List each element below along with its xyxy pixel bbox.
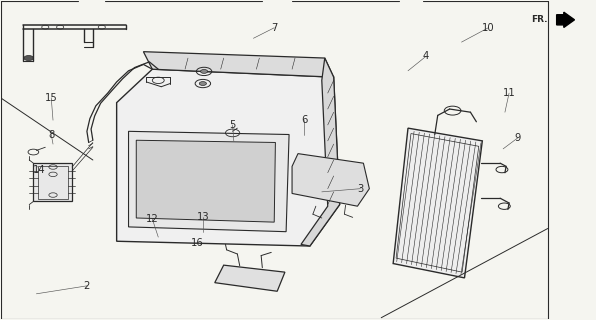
Polygon shape xyxy=(301,58,340,246)
Circle shape xyxy=(199,82,206,85)
Text: 13: 13 xyxy=(197,212,209,222)
Text: 12: 12 xyxy=(146,214,159,224)
Text: 3: 3 xyxy=(358,184,364,194)
Text: 4: 4 xyxy=(423,52,429,61)
Circle shape xyxy=(24,55,33,60)
Polygon shape xyxy=(136,140,275,222)
Polygon shape xyxy=(117,69,340,246)
FancyArrow shape xyxy=(557,12,575,28)
Text: 9: 9 xyxy=(515,133,521,143)
Text: 6: 6 xyxy=(301,115,307,125)
Text: 15: 15 xyxy=(45,93,58,103)
Polygon shape xyxy=(129,131,289,232)
Circle shape xyxy=(200,69,207,73)
Text: 10: 10 xyxy=(482,23,495,33)
Text: 14: 14 xyxy=(33,164,46,174)
Text: 5: 5 xyxy=(229,120,236,130)
Text: 16: 16 xyxy=(191,238,203,248)
Text: 7: 7 xyxy=(271,23,277,33)
Text: 8: 8 xyxy=(48,130,54,140)
Polygon shape xyxy=(33,163,72,201)
Polygon shape xyxy=(292,154,370,206)
Polygon shape xyxy=(393,128,482,278)
Text: FR.: FR. xyxy=(531,15,548,24)
Text: 2: 2 xyxy=(83,281,90,291)
Polygon shape xyxy=(144,52,334,77)
Text: 11: 11 xyxy=(502,88,516,98)
Polygon shape xyxy=(215,265,285,291)
